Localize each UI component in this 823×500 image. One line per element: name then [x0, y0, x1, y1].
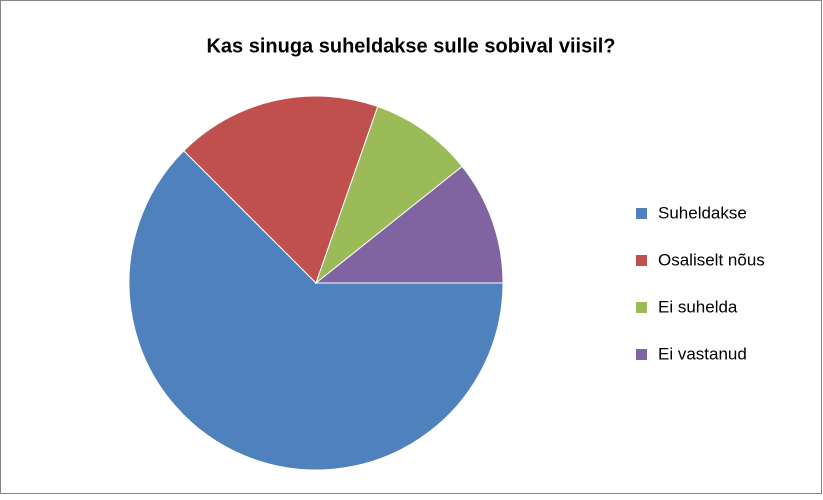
legend-marker — [636, 255, 647, 266]
chart-title: Kas sinuga suheldakse sulle sobival viis… — [206, 35, 615, 57]
pie-slice — [183, 95, 379, 284]
legend-marker — [636, 349, 647, 360]
legend-marker — [636, 208, 647, 219]
legend-label: Suheldakse — [658, 203, 747, 222]
legend-label: Ei vastanud — [658, 344, 747, 363]
pie-slice — [314, 165, 504, 284]
pie-slice — [128, 150, 504, 471]
legend-label: Ei suhelda — [658, 297, 738, 316]
legend-marker — [636, 302, 647, 313]
legend-label: Osaliselt nõus — [658, 250, 765, 269]
pie-slice — [314, 105, 463, 285]
